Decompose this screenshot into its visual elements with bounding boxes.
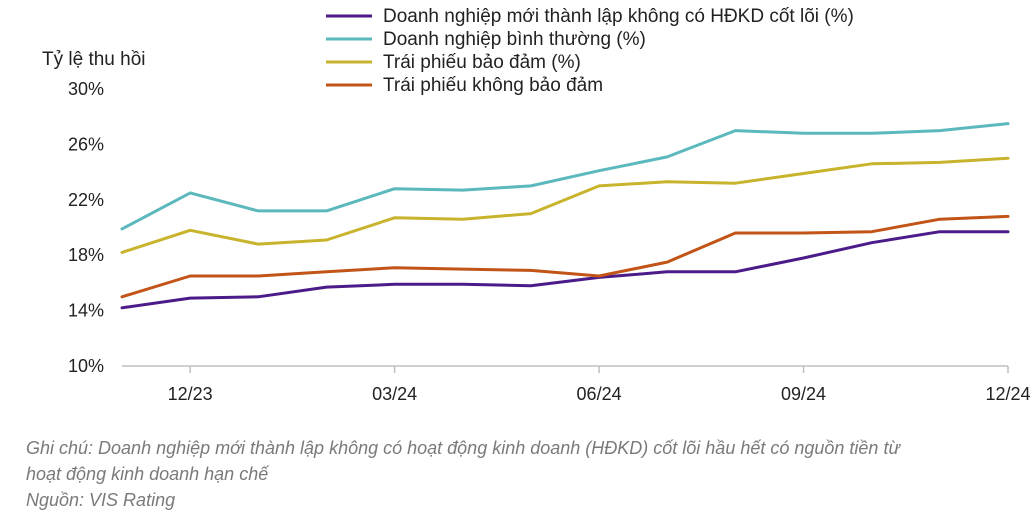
series-line-3	[120, 156, 1010, 254]
y-tick-label: 30%	[68, 79, 104, 99]
note-line-1: Ghi chú: Doanh nghiệp mới thành lập khôn…	[26, 438, 900, 458]
x-tick-label: 03/24	[372, 384, 417, 404]
series-line-2	[120, 122, 1010, 231]
legend: Doanh nghiệp mới thành lập không có HĐKD…	[326, 6, 854, 96]
x-tick-label: 12/23	[168, 384, 213, 404]
y-ticks: 10% 14% 18% 22% 26% 30%	[68, 79, 104, 376]
line-chart: Tỷ lệ thu hồi 10% 14% 18% 22% 26% 30% 12/23 03…	[42, 6, 1031, 404]
x-ticks: 12/23 03/24 06/24 09/24 12/24	[168, 366, 1031, 404]
legend-label: Doanh nghiệp bình thường (%)	[383, 29, 646, 50]
y-tick-label: 26%	[68, 134, 104, 154]
x-tick-label: 09/24	[781, 384, 826, 404]
series-line-1	[120, 230, 1010, 310]
legend-label: Doanh nghiệp mới thành lập không có HĐKD…	[383, 6, 854, 27]
series-line-4	[120, 214, 1010, 299]
y-tick-label: 18%	[68, 245, 104, 265]
y-tick-label: 14%	[68, 301, 104, 321]
x-tick-label: 06/24	[577, 384, 622, 404]
note-line-2: hoạt động kinh doanh hạn chế	[26, 464, 269, 484]
y-tick-label: 22%	[68, 190, 104, 210]
x-tick-label: 12/24	[985, 384, 1030, 404]
legend-label: Trái phiếu bảo đảm (%)	[383, 52, 581, 73]
series-lines	[120, 122, 1010, 310]
y-tick-label: 10%	[68, 356, 104, 376]
y-axis-title: Tỷ lệ thu hồi	[42, 49, 146, 70]
source-text: Nguồn: VIS Rating	[26, 490, 176, 510]
legend-label: Trái phiếu không bảo đảm	[383, 75, 603, 96]
chart-notes: Ghi chú: Doanh nghiệp mới thành lập khôn…	[26, 435, 1016, 513]
